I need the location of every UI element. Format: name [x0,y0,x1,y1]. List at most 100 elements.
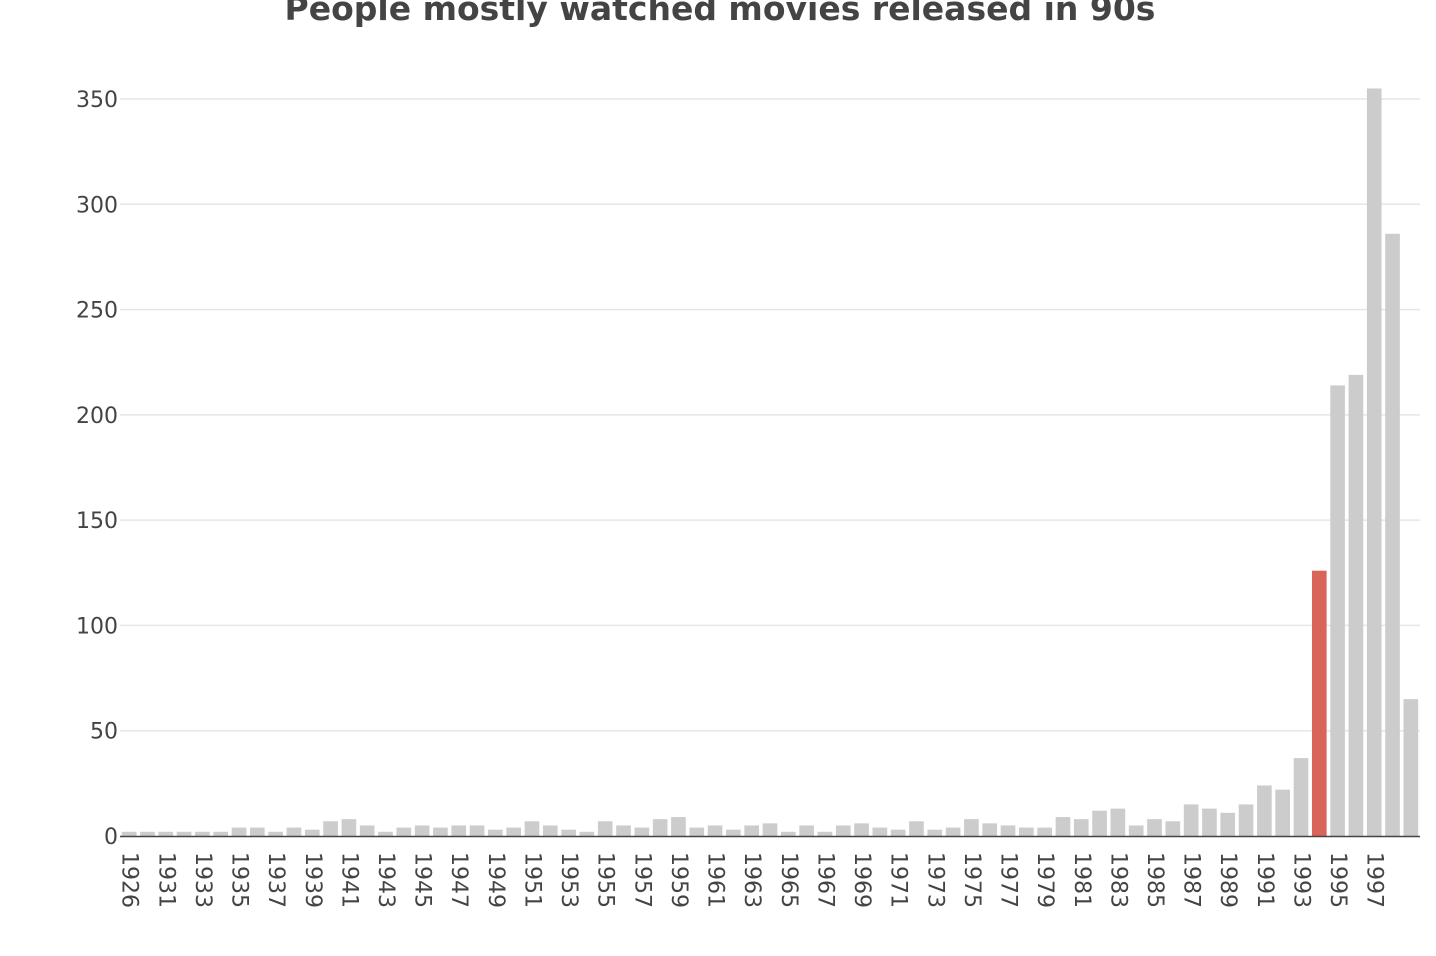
bar [817,831,833,836]
bar [1055,817,1071,836]
bar [1000,825,1016,836]
bar [945,827,961,836]
bar [1366,88,1382,836]
y-tick-label: 50 [90,720,118,745]
x-tick-label: 1947 [446,852,471,908]
x-tick-label: 1979 [1032,852,1057,908]
bar [1348,374,1364,836]
x-tick-label: 1969 [849,852,874,908]
bar [1330,385,1345,836]
x-tick-label: 1945 [410,852,435,908]
bar [780,831,796,836]
bar [890,829,906,836]
bar [1037,827,1052,836]
x-tick-label: 1961 [703,852,728,908]
bars [121,88,1419,836]
bar [1385,233,1400,836]
bar [121,831,137,836]
bar [726,829,741,836]
bar [744,825,760,836]
x-axis-ticks: 1926 1931 1933 1935 1937 1939 1941 1943 1945 1947… [117,852,1387,908]
bar [671,817,686,836]
x-tick-label: 1931 [153,852,178,908]
bar [1128,825,1144,836]
bar [414,825,430,836]
y-tick-label: 350 [76,88,118,113]
x-tick-label: 1955 [593,852,618,908]
x-tick-label: 1935 [227,852,252,908]
x-tick-label: 1971 [886,852,911,908]
bar [304,829,320,836]
y-tick-label: 100 [76,614,118,639]
y-axis-ticks: 0 50 100 150 200 250 300 350 [76,88,118,850]
x-tick-label: 1926 [117,852,142,908]
bar [1275,789,1290,836]
bar-highlight [1311,570,1327,836]
x-tick-label: 1949 [483,852,508,908]
bar [488,829,503,836]
x-tick-label: 1941 [336,852,361,908]
bar [799,825,814,836]
x-tick-label: 1943 [373,852,398,908]
x-tick-label: 1939 [300,852,325,908]
bar [927,829,943,836]
bar [542,825,558,836]
y-tick-label: 0 [104,825,118,850]
bar [616,825,631,836]
x-tick-label: 1937 [263,852,288,908]
x-tick-label: 1951 [519,852,544,908]
bar [195,831,210,836]
bar [359,825,375,836]
bar [1238,804,1254,836]
bar [1293,758,1309,836]
bar [378,831,393,836]
x-tick-label: 1933 [190,852,215,908]
bar [176,831,192,836]
gridlines [120,98,1420,732]
bar [1183,804,1199,836]
bar [689,827,705,836]
chart-title: People mostly watched movies released in… [284,0,1156,28]
x-tick-label: 1987 [1179,852,1204,908]
x-tick-label: 1989 [1215,852,1240,908]
bar [158,831,174,836]
bar [341,819,357,836]
bar [982,823,998,836]
bar [1110,808,1126,836]
x-tick-label: 1953 [556,852,581,908]
x-tick-label: 1965 [776,852,801,908]
bar [1202,808,1217,836]
x-tick-label: 1957 [629,852,654,908]
x-tick-label: 1981 [1069,852,1094,908]
bar [964,819,979,836]
bar [231,827,247,836]
bar [140,831,155,836]
bar [872,827,888,836]
bar [1147,819,1162,836]
bar [1073,819,1089,836]
bar [286,827,302,836]
bar [396,827,412,836]
x-tick-label: 1997 [1362,852,1387,908]
y-tick-label: 300 [76,193,118,218]
x-tick-label: 1993 [1288,852,1313,908]
x-tick-label: 1975 [959,852,984,908]
bar [1019,827,1034,836]
x-tick-label: 1977 [996,852,1021,908]
bar [1092,810,1107,836]
bar [506,827,521,836]
bar [854,823,869,836]
bar [762,823,778,836]
x-tick-label: 1991 [1252,852,1277,908]
y-tick-label: 250 [76,299,118,324]
bar [1403,699,1419,836]
bar [1257,785,1272,836]
bar [524,821,540,836]
x-tick-label: 1967 [812,852,837,908]
x-tick-label: 1995 [1325,852,1350,908]
bar [579,831,595,836]
x-tick-label: 1963 [739,852,764,908]
bar [1220,812,1236,836]
